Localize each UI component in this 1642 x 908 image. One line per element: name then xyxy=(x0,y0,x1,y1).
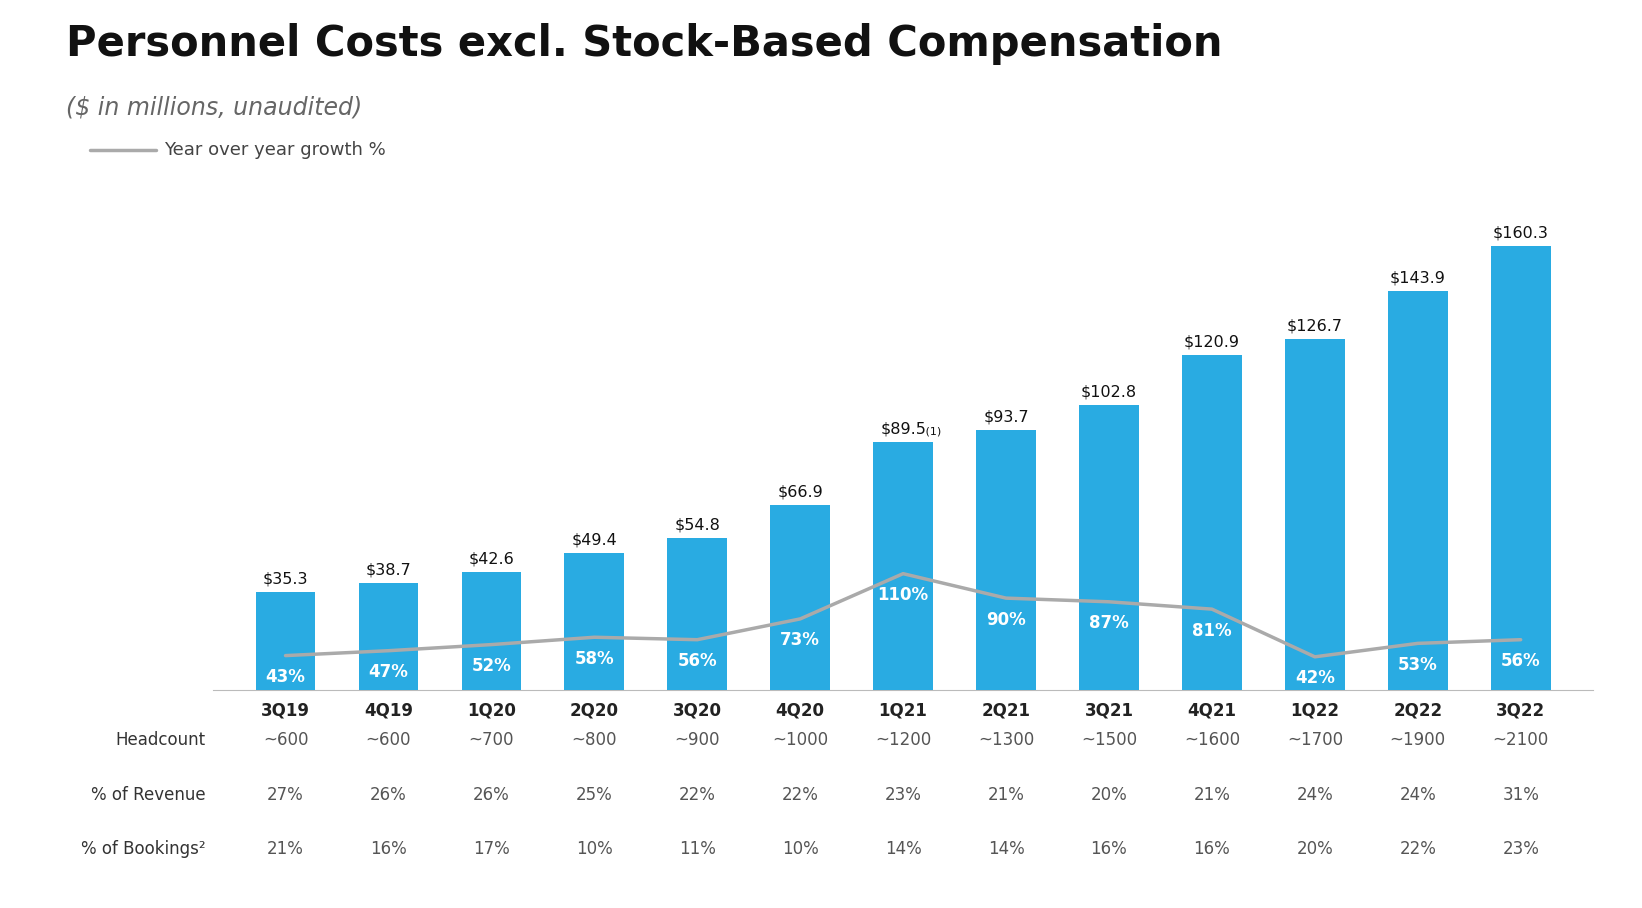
Text: ~1300: ~1300 xyxy=(979,731,1034,749)
Text: 52%: 52% xyxy=(471,657,511,675)
Text: 26%: 26% xyxy=(473,785,509,804)
Text: $49.4: $49.4 xyxy=(571,533,617,548)
Text: ~1700: ~1700 xyxy=(1287,731,1343,749)
Text: 58%: 58% xyxy=(575,650,614,667)
Text: 17%: 17% xyxy=(473,840,509,858)
Text: 22%: 22% xyxy=(1399,840,1437,858)
Bar xyxy=(770,505,829,690)
Text: $143.9: $143.9 xyxy=(1389,271,1445,286)
Text: ~800: ~800 xyxy=(571,731,617,749)
Text: 23%: 23% xyxy=(885,785,921,804)
Text: $126.7: $126.7 xyxy=(1287,319,1343,333)
Bar xyxy=(461,572,521,690)
Text: 23%: 23% xyxy=(1502,840,1539,858)
Text: ~1000: ~1000 xyxy=(772,731,828,749)
Text: ($ in millions, unaudited): ($ in millions, unaudited) xyxy=(66,95,361,119)
Text: 73%: 73% xyxy=(780,631,819,649)
Text: $89.5: $89.5 xyxy=(880,421,926,437)
Text: 81%: 81% xyxy=(1192,622,1232,639)
Text: ~700: ~700 xyxy=(468,731,514,749)
Bar xyxy=(358,583,419,690)
Bar xyxy=(1182,355,1241,690)
Text: 16%: 16% xyxy=(369,840,407,858)
Text: 16%: 16% xyxy=(1090,840,1128,858)
Text: 87%: 87% xyxy=(1089,615,1128,632)
Text: $42.6: $42.6 xyxy=(468,551,514,567)
Text: (1): (1) xyxy=(921,427,941,437)
Text: ~1500: ~1500 xyxy=(1080,731,1136,749)
Text: 10%: 10% xyxy=(576,840,612,858)
Text: 16%: 16% xyxy=(1194,840,1230,858)
Text: 43%: 43% xyxy=(266,668,305,686)
Text: 22%: 22% xyxy=(782,785,819,804)
Text: 20%: 20% xyxy=(1090,785,1128,804)
Text: $102.8: $102.8 xyxy=(1080,385,1136,400)
Text: 21%: 21% xyxy=(268,840,304,858)
Text: 22%: 22% xyxy=(678,785,716,804)
Text: 21%: 21% xyxy=(987,785,1025,804)
Bar xyxy=(1286,339,1345,690)
Bar xyxy=(667,538,727,690)
Text: ~900: ~900 xyxy=(675,731,719,749)
Text: 27%: 27% xyxy=(268,785,304,804)
Text: % of Bookings²: % of Bookings² xyxy=(80,840,205,858)
Text: 56%: 56% xyxy=(1501,652,1540,670)
Bar xyxy=(1491,246,1550,690)
Text: ~1200: ~1200 xyxy=(875,731,931,749)
Text: 14%: 14% xyxy=(885,840,921,858)
Text: 20%: 20% xyxy=(1297,840,1333,858)
Text: ~2100: ~2100 xyxy=(1493,731,1548,749)
Text: $93.7: $93.7 xyxy=(984,410,1030,425)
Text: ~600: ~600 xyxy=(263,731,309,749)
Text: % of Revenue: % of Revenue xyxy=(90,785,205,804)
Text: 10%: 10% xyxy=(782,840,819,858)
Text: 11%: 11% xyxy=(678,840,716,858)
Text: 21%: 21% xyxy=(1194,785,1230,804)
Bar xyxy=(1387,291,1448,690)
Text: Year over year growth %: Year over year growth % xyxy=(164,141,386,159)
Text: 110%: 110% xyxy=(877,587,929,604)
Text: $54.8: $54.8 xyxy=(675,518,721,533)
Text: 42%: 42% xyxy=(1296,669,1335,687)
Text: 14%: 14% xyxy=(987,840,1025,858)
Text: $160.3: $160.3 xyxy=(1493,225,1548,241)
Text: 90%: 90% xyxy=(987,610,1026,628)
Text: ~1900: ~1900 xyxy=(1389,731,1447,749)
Text: 24%: 24% xyxy=(1297,785,1333,804)
Text: 31%: 31% xyxy=(1502,785,1539,804)
Text: 24%: 24% xyxy=(1399,785,1437,804)
Bar xyxy=(977,430,1036,690)
Text: 56%: 56% xyxy=(678,652,718,670)
Text: 26%: 26% xyxy=(369,785,407,804)
Text: $120.9: $120.9 xyxy=(1184,334,1240,350)
Text: $66.9: $66.9 xyxy=(777,484,823,499)
Text: 47%: 47% xyxy=(368,663,409,681)
Text: 25%: 25% xyxy=(576,785,612,804)
Bar xyxy=(565,553,624,690)
Text: 53%: 53% xyxy=(1397,656,1438,674)
Bar xyxy=(1079,405,1140,690)
Text: $35.3: $35.3 xyxy=(263,572,309,587)
Text: Personnel Costs excl. Stock-Based Compensation: Personnel Costs excl. Stock-Based Compen… xyxy=(66,23,1222,64)
Bar xyxy=(874,442,933,690)
Text: Headcount: Headcount xyxy=(115,731,205,749)
Bar xyxy=(256,592,315,690)
Text: ~600: ~600 xyxy=(366,731,410,749)
Text: $38.7: $38.7 xyxy=(366,562,410,577)
Text: ~1600: ~1600 xyxy=(1184,731,1240,749)
